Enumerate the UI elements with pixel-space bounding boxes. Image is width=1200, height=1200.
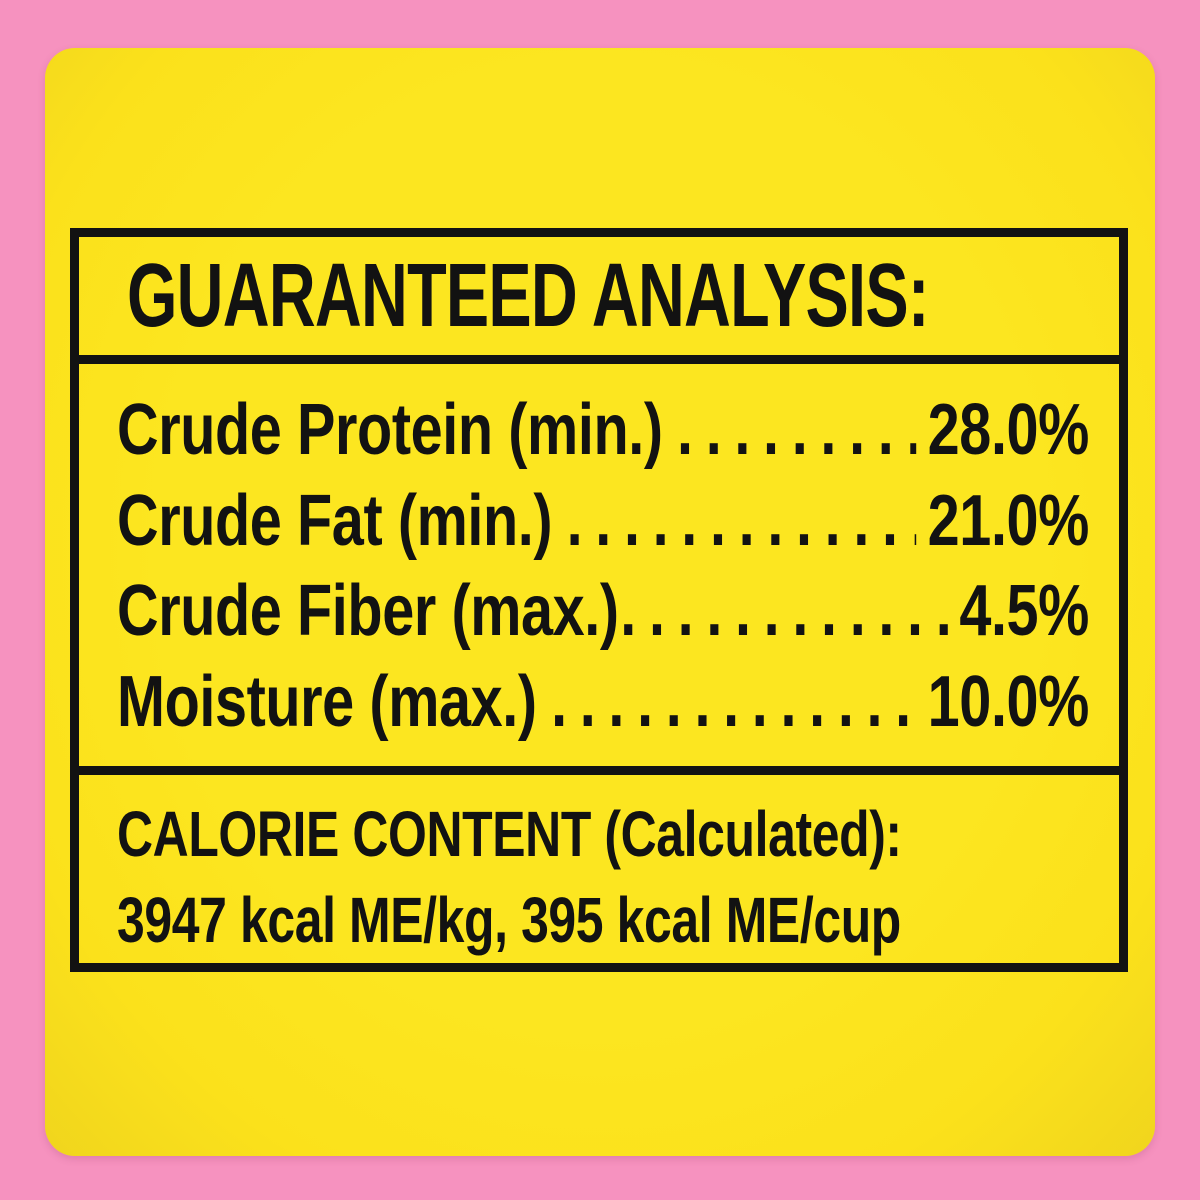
guaranteed-analysis-table: GUARANTEED ANALYSIS: Crude Protein (min.…	[70, 228, 1128, 972]
row-crude-fat: Crude Fat (min.) .................. 21.0…	[117, 485, 1089, 557]
analysis-rows: Crude Protein (min.) ........... 28.0% C…	[79, 355, 1119, 775]
row-value: 28.0%	[927, 390, 1090, 470]
guaranteed-analysis-title: GUARANTEED ANALYSIS:	[127, 245, 929, 346]
row-label: Crude Protein (min.)	[117, 390, 663, 470]
dot-leader: ..................	[566, 484, 917, 557]
row-crude-protein: Crude Protein (min.) ........... 28.0%	[117, 394, 1089, 466]
dot-leader: ...................	[551, 665, 916, 738]
calorie-content-title: CALORIE CONTENT (Calculated):	[117, 798, 902, 870]
row-label: Crude Fat (min.)	[117, 480, 553, 561]
guaranteed-analysis-header: GUARANTEED ANALYSIS:	[79, 237, 1119, 355]
row-moisture: Moisture (max.) ................... 10.0…	[117, 666, 1089, 738]
row-label: Crude Fiber (max.)	[117, 571, 619, 652]
row-label: Moisture (max.)	[117, 661, 537, 742]
dot-leader: .................	[620, 575, 948, 648]
row-value: 4.5%	[959, 571, 1089, 652]
row-value: 21.0%	[927, 480, 1090, 561]
row-crude-fiber: Crude Fiber (max.) ................. 4.5…	[117, 575, 1089, 647]
yellow-label-panel: GUARANTEED ANALYSIS: Crude Protein (min.…	[45, 48, 1155, 1156]
row-value: 10.0%	[927, 661, 1090, 742]
calorie-content-values: 3947 kcal ME/kg, 395 kcal ME/cup	[117, 884, 901, 956]
dot-leader: ...........	[677, 394, 916, 466]
calorie-content-section: CALORIE CONTENT (Calculated): 3947 kcal …	[79, 775, 1119, 963]
